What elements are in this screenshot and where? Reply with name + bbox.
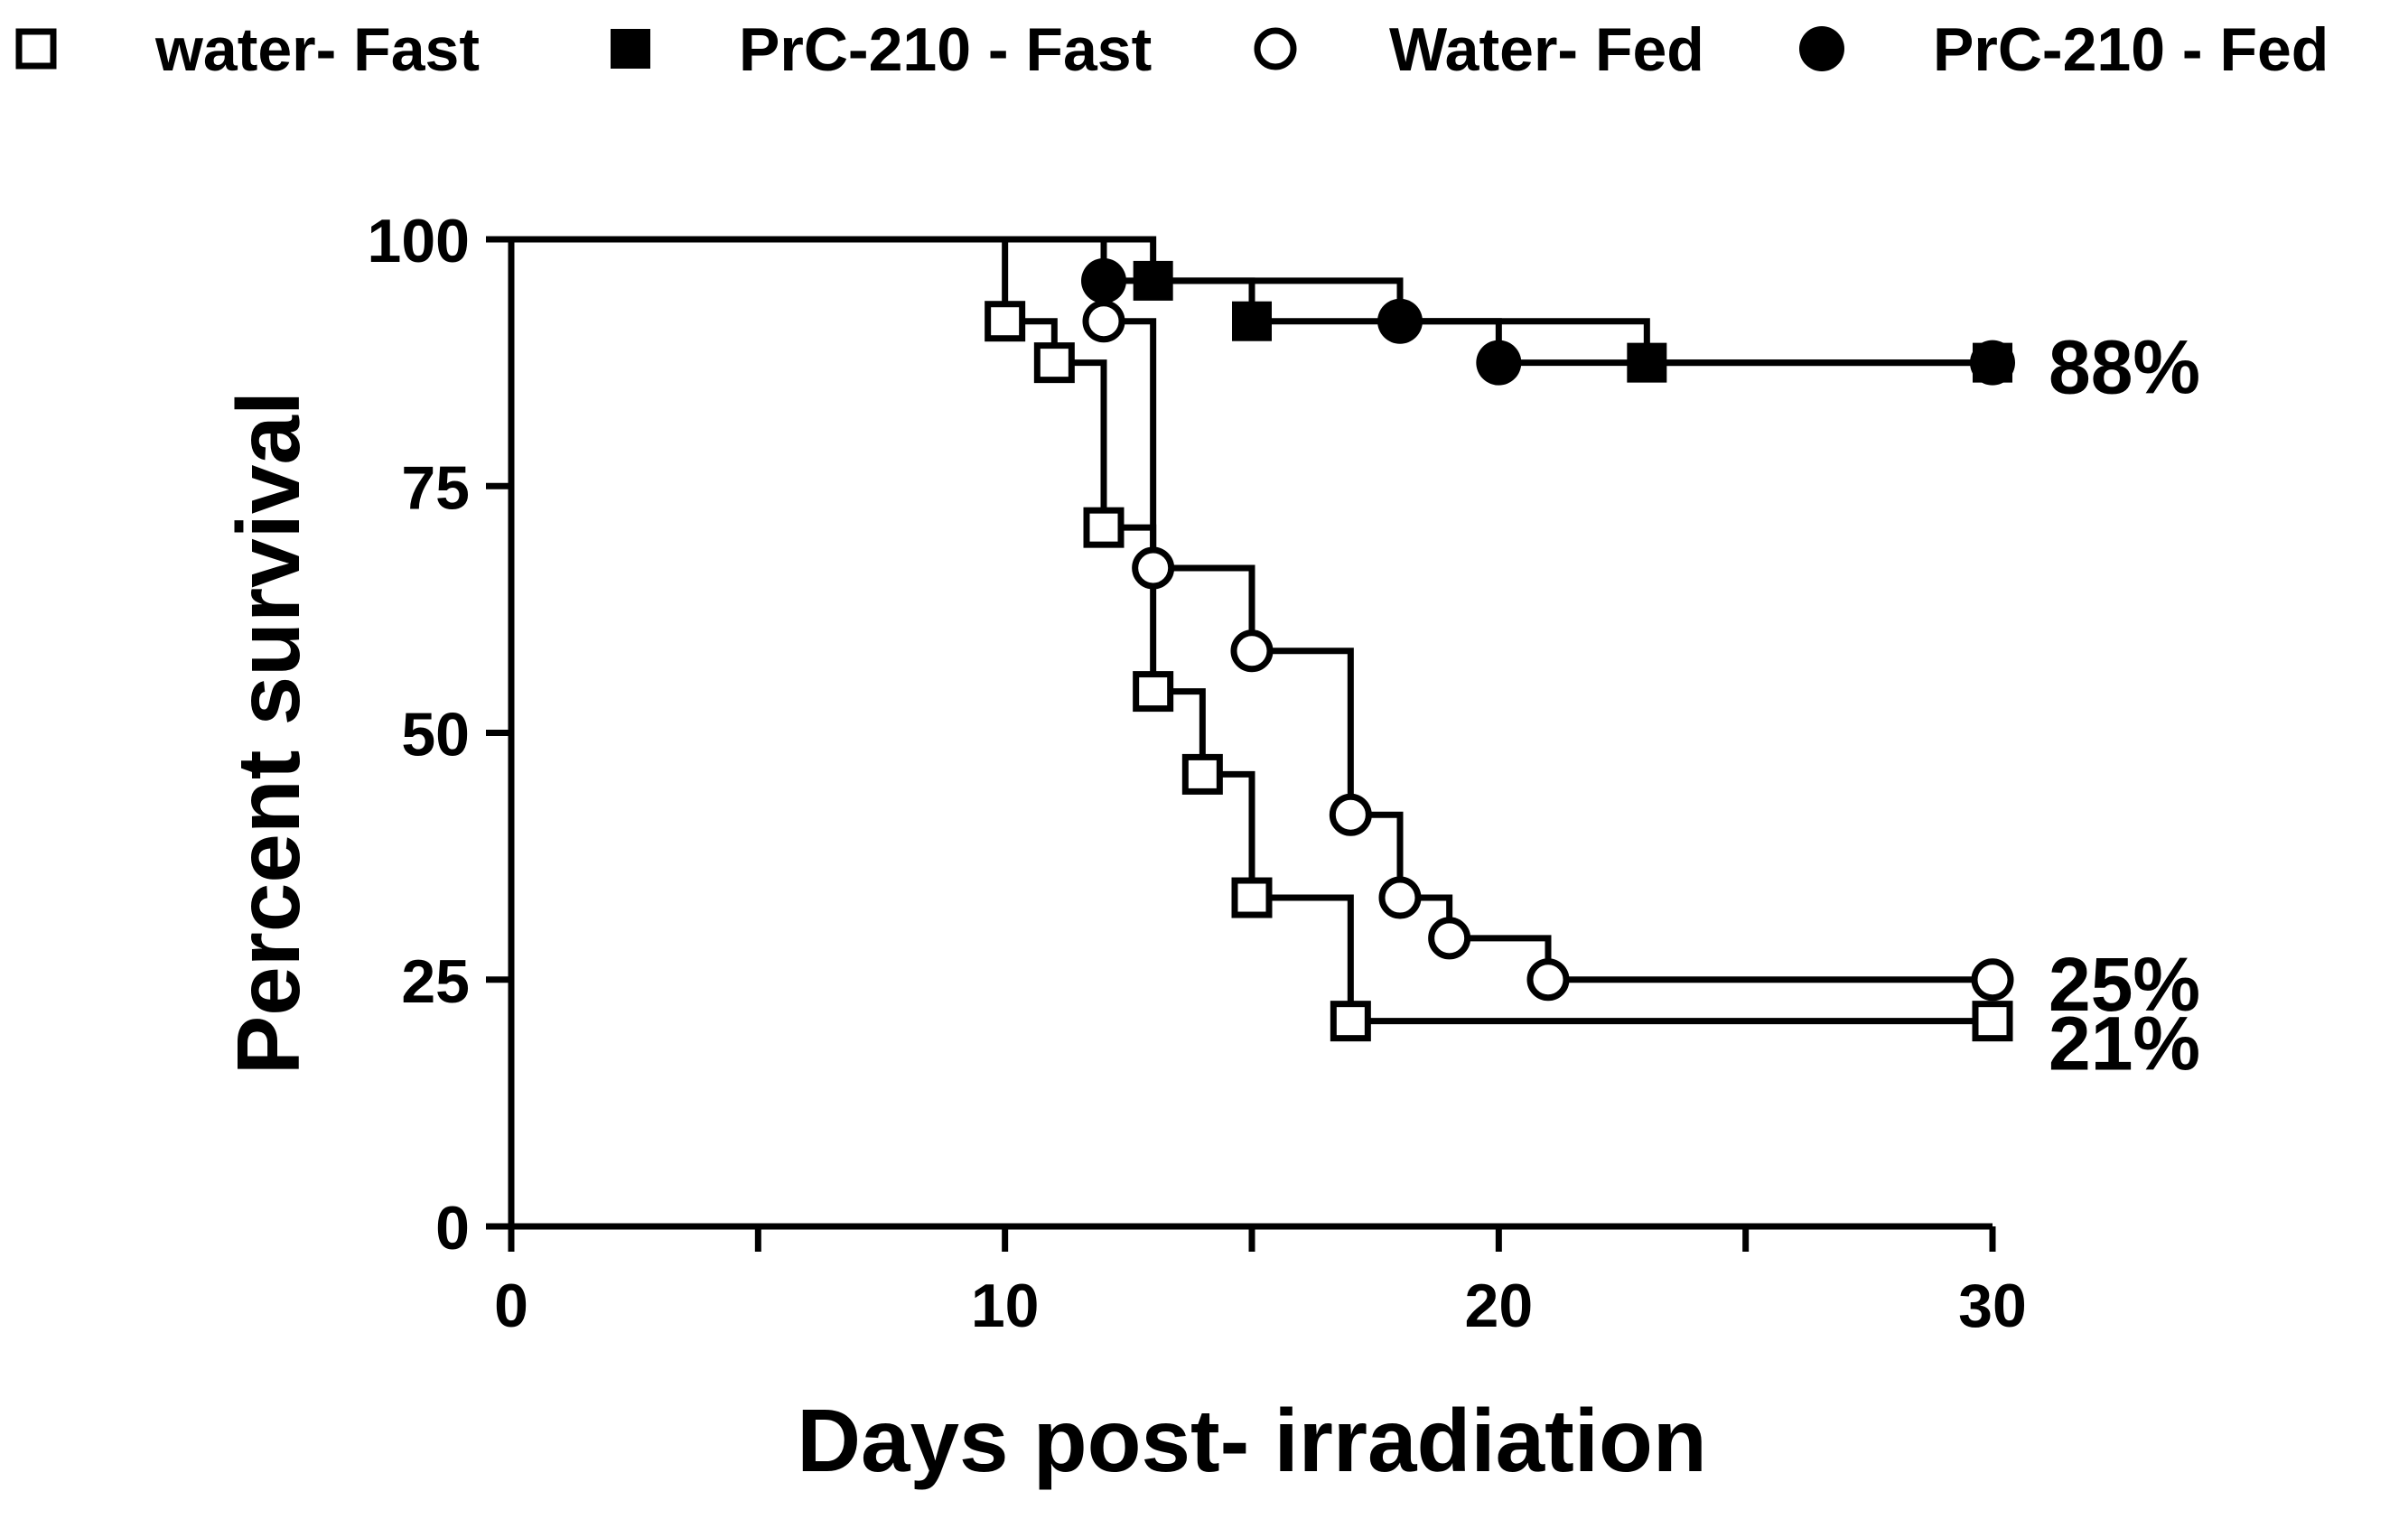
survival-point-3 xyxy=(1132,546,1175,590)
x-tick-label: 0 xyxy=(494,1272,528,1340)
survival-point-2 xyxy=(1133,260,1173,301)
survival-curve-2 xyxy=(511,236,1993,367)
y-tick-label: 100 xyxy=(368,207,470,275)
legend-label-4: PrC-210 - Fed xyxy=(1933,15,2329,84)
y-tick-label: 25 xyxy=(401,947,470,1016)
survival-point-1 xyxy=(1181,753,1223,795)
survival-curve-3 xyxy=(511,236,1993,983)
survival-point-1 xyxy=(1033,342,1075,384)
survival-point-1 xyxy=(1133,671,1174,713)
y-tick-label: 0 xyxy=(435,1194,470,1263)
survival-point-1 xyxy=(1972,1001,2013,1042)
survival-point-4 xyxy=(1081,257,1126,303)
survival-point-4 xyxy=(1377,298,1423,344)
legend-marker-3 xyxy=(1254,27,1297,70)
plot-markers xyxy=(985,257,2015,1042)
survival-point-3 xyxy=(1428,917,1471,960)
final-survival-label: 88% xyxy=(2049,325,2200,410)
legend: water- Fast PrC-210 - Fast Water- Fed PrC-2… xyxy=(15,15,2329,84)
legend-marker-2 xyxy=(611,29,650,69)
x-tick-label: 30 xyxy=(1958,1272,2027,1340)
legend-label-3: Water- Fed xyxy=(1389,15,1704,84)
legend-marker-4 xyxy=(1799,26,1844,71)
x-axis-title: Days post- irradiation xyxy=(797,1391,1706,1490)
survival-point-1 xyxy=(985,301,1026,342)
final-survival-label: 21% xyxy=(2049,1002,2200,1086)
survival-point-1 xyxy=(1231,877,1273,918)
survival-point-2 xyxy=(1627,342,1667,383)
survival-curve-1 xyxy=(511,236,1993,1025)
survival-point-3 xyxy=(1526,958,1570,1002)
x-tick-label: 20 xyxy=(1465,1272,1534,1340)
survival-point-4 xyxy=(1476,340,1522,386)
survival-point-3 xyxy=(1971,958,2014,1002)
survival-point-3 xyxy=(1082,300,1125,343)
y-tick-label: 50 xyxy=(401,701,470,769)
x-tick-label: 10 xyxy=(971,1272,1040,1340)
survival-point-1 xyxy=(1330,1001,1371,1042)
survival-point-3 xyxy=(1378,876,1422,919)
legend-marker-1 xyxy=(15,28,57,70)
survival-point-3 xyxy=(1329,793,1372,836)
legend-label-2: PrC-210 - Fast xyxy=(739,15,1152,84)
survival-point-2 xyxy=(1232,301,1272,341)
y-tick-label: 75 xyxy=(401,453,470,522)
survival-point-1 xyxy=(1083,507,1125,548)
survival-point-4 xyxy=(1970,340,2015,386)
survival-point-3 xyxy=(1230,629,1274,673)
final-survival-label: 25% xyxy=(2049,942,2200,1027)
y-axis-title: Percent survival xyxy=(219,391,318,1075)
plot-labels: 21%25% 88% xyxy=(2049,325,2200,1086)
legend-label-1: water- Fast xyxy=(154,15,480,84)
axes: 0 25 50 75 100 0 10 20 30 Days post- irradiation P… xyxy=(219,207,2027,1490)
